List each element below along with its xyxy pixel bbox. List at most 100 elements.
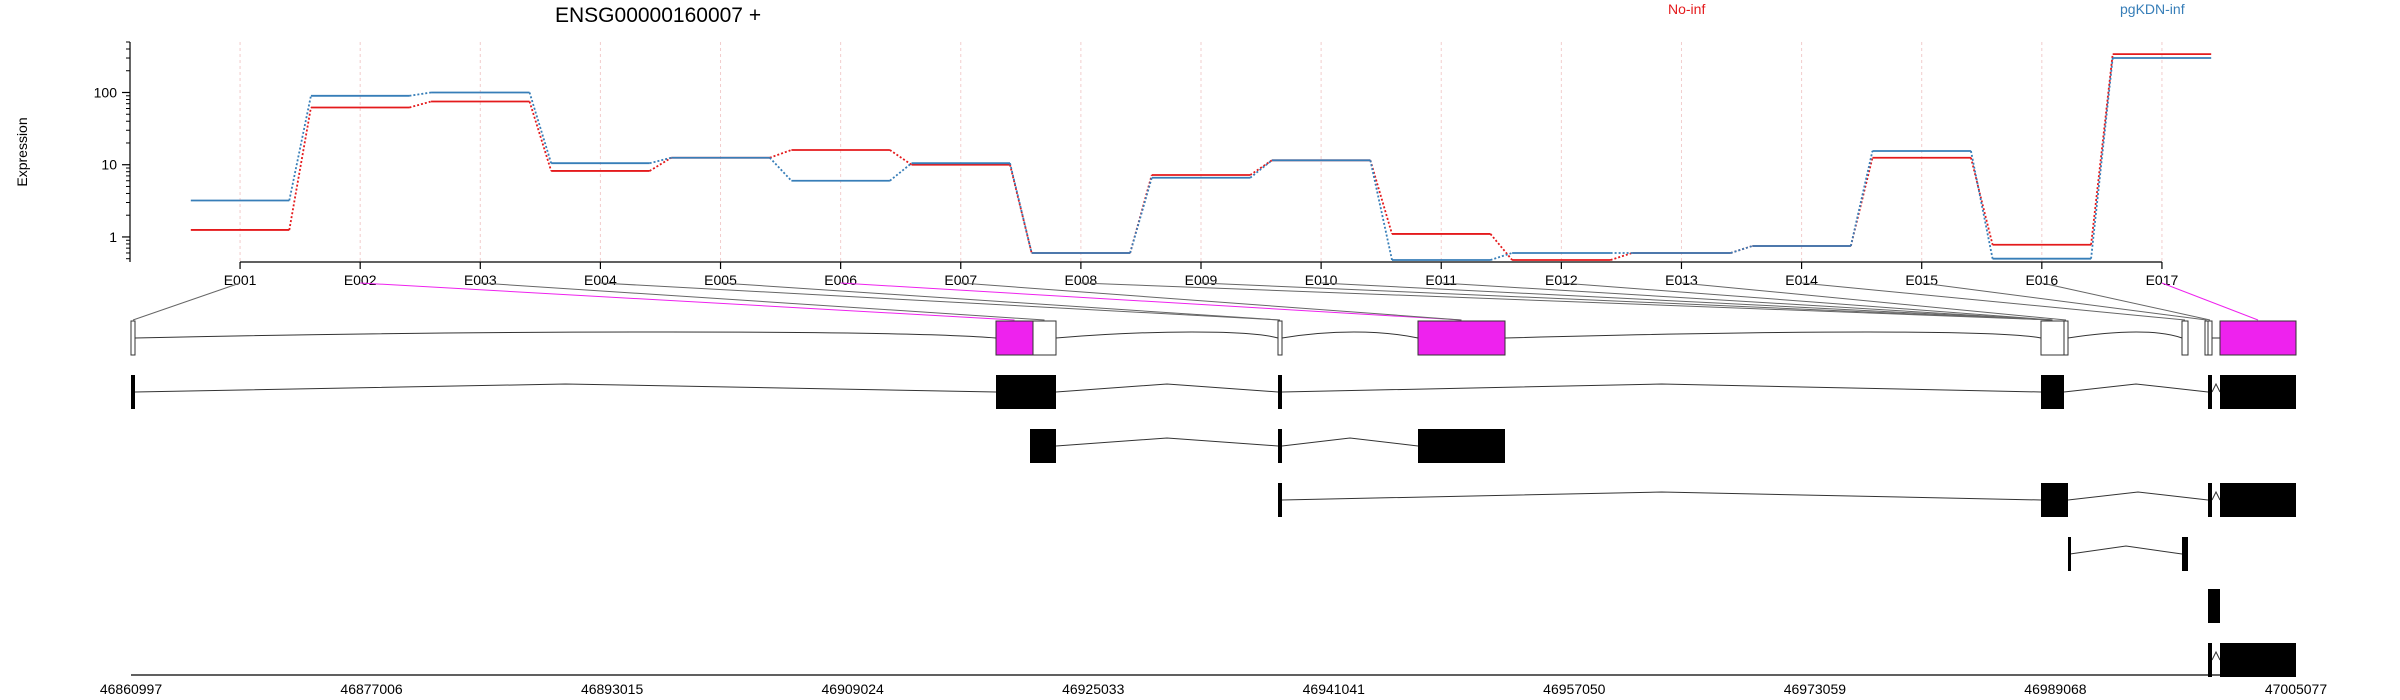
series-connector xyxy=(1249,159,1273,176)
series-connector xyxy=(1489,233,1513,261)
x-tick-label: E009 xyxy=(1185,272,1218,288)
series-connector xyxy=(1249,159,1273,179)
series-connector xyxy=(409,91,432,97)
exon-link-line xyxy=(1921,282,2207,321)
series-connector xyxy=(1849,150,1874,247)
exon-link-line xyxy=(480,282,1045,321)
series-connector xyxy=(769,157,793,182)
series-connector xyxy=(528,92,553,164)
series-connector xyxy=(1369,160,1393,235)
transcript-intron xyxy=(1055,437,1279,447)
transcript-exon xyxy=(2220,643,2296,677)
y-tick-label: 1 xyxy=(109,229,117,245)
series-connector xyxy=(528,101,553,172)
transcript-exon xyxy=(1418,429,1505,463)
genomic-tick-label: 46957050 xyxy=(1543,681,1606,697)
transcript-exon xyxy=(1030,429,1056,463)
transcript-exon xyxy=(2220,375,2296,409)
series-connector xyxy=(1009,162,1033,254)
genomic-tick-label: 46877006 xyxy=(340,681,403,697)
transcript-intron xyxy=(1281,491,2042,501)
series-connector xyxy=(2090,57,2114,259)
transcript-exon xyxy=(2068,537,2071,571)
exon-link-line xyxy=(2161,282,2259,321)
y-tick-label: 100 xyxy=(94,84,118,100)
genomic-tick-label: 46893015 xyxy=(581,681,644,697)
flattened-intron xyxy=(134,331,2220,339)
exon-link-line xyxy=(2041,282,2211,321)
x-tick-label: E015 xyxy=(1905,272,1938,288)
series-lines xyxy=(190,53,2212,261)
transcript-intron xyxy=(1281,437,1419,447)
transcript-exon xyxy=(131,375,135,409)
series-connector xyxy=(1129,177,1153,254)
genomic-tick-label: 46925033 xyxy=(1062,681,1125,697)
transcript-intron xyxy=(2069,545,2183,555)
series-connector xyxy=(1610,252,1633,261)
transcript-exon xyxy=(2208,483,2212,517)
exon-link-line xyxy=(1681,282,2067,321)
transcript-intron xyxy=(134,383,997,393)
transcript-exon xyxy=(2041,483,2068,517)
transcript-exon xyxy=(1278,429,1282,463)
exon-link-line xyxy=(1561,282,2053,321)
exon-link-line xyxy=(360,282,1015,321)
flattened-exon xyxy=(2219,320,2297,356)
x-tick-label: E014 xyxy=(1785,272,1818,288)
flattened-exon xyxy=(130,320,136,356)
transcript-exon xyxy=(2208,375,2212,409)
x-tick-label: E006 xyxy=(824,272,857,288)
series-connector xyxy=(769,149,792,159)
y-tick-label: 10 xyxy=(101,157,117,173)
x-tick-label: E007 xyxy=(944,272,977,288)
series-connector xyxy=(288,107,312,231)
transcript-intron xyxy=(1281,383,2042,393)
series-connector xyxy=(889,149,913,166)
flattened-exon xyxy=(1417,320,1506,356)
x-tick-label: E013 xyxy=(1665,272,1698,288)
x-tick-label: E017 xyxy=(2146,272,2179,288)
gene-title: ENSG00000160007 + xyxy=(555,4,761,27)
x-tick-label: E012 xyxy=(1545,272,1578,288)
x-tick-label: E002 xyxy=(344,272,377,288)
flattened-exon xyxy=(995,320,1034,356)
y-axis: 1 10 100 xyxy=(94,41,131,262)
exon-link-line xyxy=(720,282,1281,321)
transcript-intron xyxy=(2211,490,2221,501)
x-tick-label: E011 xyxy=(1425,272,1457,288)
legend-no-inf: No-inf xyxy=(1668,1,1705,17)
exon-link-line xyxy=(1080,282,2053,321)
x-tick-label: E003 xyxy=(464,272,497,288)
genomic-tick-label: 46941041 xyxy=(1303,681,1366,697)
transcript-exon xyxy=(1278,483,1282,517)
flattened-exon xyxy=(2181,320,2189,356)
transcript-exon xyxy=(2041,375,2064,409)
transcript-exon xyxy=(1278,375,1282,409)
x-tick-label: E001 xyxy=(224,272,257,288)
genomic-axis: 46860997 46877006 46893015 46909024 46925033… xyxy=(100,674,2327,697)
exon-links xyxy=(132,282,2259,321)
flattened-exon xyxy=(2040,320,2065,356)
genomic-tick-label: 46973059 xyxy=(1784,681,1847,697)
x-tick-label: E004 xyxy=(584,272,617,288)
transcript-exon xyxy=(2208,589,2220,623)
y-axis-label: Expression xyxy=(14,117,30,186)
legend-pgkdn-inf: pgKDN-inf xyxy=(2120,1,2185,17)
exon-link-line xyxy=(840,282,1462,321)
series-connector xyxy=(409,100,432,109)
transcript-intron xyxy=(1055,383,1279,393)
transcript-tracks xyxy=(130,320,2297,677)
genomic-tick-label: 46860997 xyxy=(100,681,163,697)
exon-link-line xyxy=(1321,282,2053,321)
genomic-tick-label: 46909024 xyxy=(822,681,885,697)
series-connector xyxy=(889,162,913,182)
transcript-intron xyxy=(2067,491,2209,501)
x-tick-label: E010 xyxy=(1305,272,1338,288)
transcript-exon xyxy=(2182,537,2188,571)
x-tick-label: E016 xyxy=(2025,272,2058,288)
series-connector xyxy=(288,95,312,201)
series-connector xyxy=(1369,160,1393,261)
flattened-exon xyxy=(1277,320,1283,356)
series-connector xyxy=(1730,245,1753,254)
